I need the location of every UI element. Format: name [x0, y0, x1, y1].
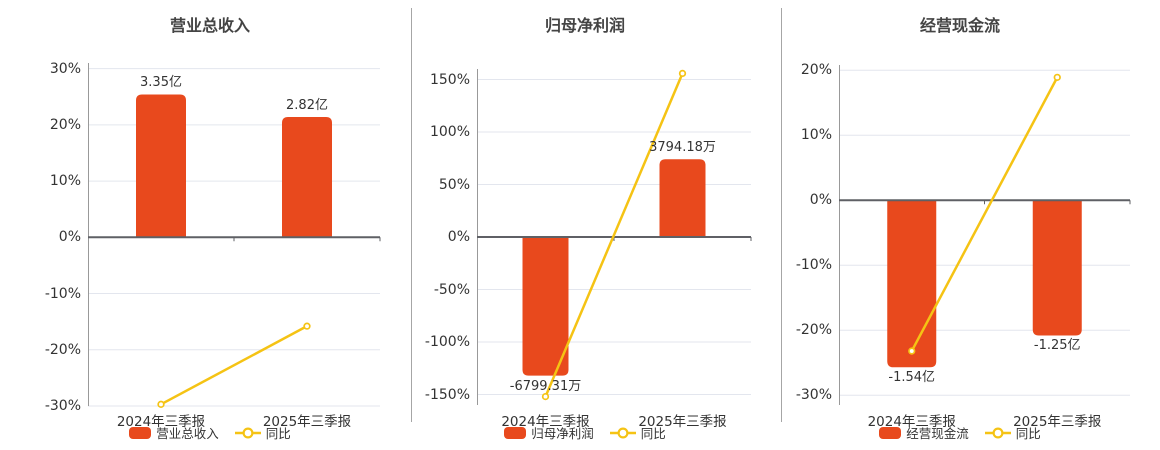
- bar[interactable]: [1032, 200, 1082, 336]
- bar[interactable]: [282, 116, 332, 238]
- chart-plot: 30% 20% 10% 0% -10% -20% -30% 3.35亿 2.82亿: [45, 61, 381, 414]
- line-legend-icon[interactable]: [609, 426, 636, 440]
- y-axis-tick-label: -30%: [795, 387, 832, 404]
- line-marker[interactable]: [157, 400, 165, 408]
- chart-title: 营业总收入: [169, 16, 250, 35]
- line-legend-label[interactable]: 同比: [640, 426, 666, 441]
- yoy-line-series[interactable]: [910, 76, 1059, 352]
- panel-revenue: 营业总收入 30% 20% 10% 0% -10% -20% -30% 3.35亿 2.82亿 …: [25, 0, 395, 450]
- legend: 营业总收入 同比: [25, 423, 395, 442]
- chart-canvas: [88, 63, 381, 408]
- x-axis-labels: 2024年三季报 2025年三季报: [839, 410, 1130, 430]
- y-axis-tick-label: -30%: [44, 398, 81, 414]
- line-marker[interactable]: [678, 69, 687, 78]
- x-axis-label: 2025年三季报: [262, 414, 352, 430]
- y-axis-tick-label: 30%: [49, 60, 81, 77]
- line-legend-label[interactable]: 同比: [1015, 426, 1041, 441]
- bar-legend-swatch[interactable]: [879, 426, 902, 439]
- line-legend-icon[interactable]: [984, 426, 1011, 440]
- x-axis-label: 2024年三季报: [116, 414, 206, 430]
- bar[interactable]: [136, 94, 186, 238]
- y-axis-tick-label: 50%: [438, 176, 470, 193]
- line-legend-label[interactable]: 同比: [265, 426, 291, 441]
- x-axis-labels: 2024年三季报 2025年三季报: [477, 410, 751, 430]
- bar-legend-label[interactable]: 营业总收入: [156, 426, 219, 441]
- bar-value-label: 2.82亿: [286, 97, 328, 113]
- chart-canvas: [839, 65, 1131, 405]
- bar[interactable]: [522, 237, 569, 376]
- chart-title: 经营现金流: [919, 16, 1000, 35]
- line-marker[interactable]: [1053, 73, 1061, 82]
- legend: 归母净利润 同比: [400, 423, 770, 442]
- y-axis-tick-label: -20%: [795, 322, 832, 339]
- y-axis-tick-label: 0%: [447, 229, 470, 245]
- bar-legend-label[interactable]: 经营现金流: [906, 426, 969, 441]
- y-axis-tick-label: 0%: [809, 192, 832, 209]
- line-legend-glyph: [234, 426, 261, 439]
- y-axis-tick-label: -50%: [433, 281, 470, 298]
- x-axis-label: 2025年三季报: [638, 414, 727, 430]
- x-axis-label: 2024年三季报: [867, 414, 956, 430]
- y-axis-tick-label: 10%: [800, 127, 832, 144]
- bar-legend-swatch[interactable]: [129, 426, 152, 439]
- bar-legend-swatch[interactable]: [504, 426, 527, 439]
- bar-value-label: 3.35亿: [140, 75, 182, 91]
- y-axis-tick-label: -10%: [44, 285, 81, 302]
- line-marker[interactable]: [303, 322, 311, 330]
- bar-legend-label[interactable]: 归母净利润: [531, 426, 594, 441]
- y-axis-tick-label: 0%: [58, 229, 81, 246]
- line-marker[interactable]: [541, 392, 550, 401]
- chart-canvas: [477, 69, 752, 405]
- yoy-line-series[interactable]: [544, 72, 684, 398]
- chart-plot: 150% 100% 50% 0% -50% -100% -150% -6799.31万 3794…: [425, 69, 752, 405]
- panel-cash-flow: 经营现金流 20% 10% 0% -10% -20% -30% -1.54亿 -1.25亿 2…: [775, 0, 1145, 450]
- line-legend-glyph: [984, 426, 1011, 439]
- bar-value-label: -6799.31万: [509, 378, 582, 394]
- y-axis-tick-label: 20%: [800, 62, 832, 79]
- y-axis-tick-label: 10%: [49, 173, 81, 190]
- x-axis-label: 2025年三季报: [1013, 414, 1102, 430]
- bar-value-label: -1.54亿: [888, 370, 936, 386]
- bar-value-label: -1.25亿: [1033, 338, 1081, 354]
- panel-divider: [781, 8, 782, 422]
- y-axis-tick-label: -150%: [424, 386, 470, 403]
- bar[interactable]: [887, 200, 937, 368]
- y-axis-tick-label: 20%: [49, 116, 81, 133]
- chart-title: 归母净利润: [544, 16, 625, 35]
- line-legend-glyph: [609, 426, 636, 439]
- line-marker[interactable]: [908, 347, 916, 355]
- legend: 经营现金流 同比: [775, 423, 1145, 442]
- y-axis-tick-label: -20%: [44, 341, 81, 358]
- bar-value-label: 3794.18万: [649, 140, 716, 156]
- panel-net-profit: 归母净利润 150% 100% 50% 0% -50% -100% -150% -6799.3…: [400, 0, 770, 450]
- yoy-line-series[interactable]: [160, 325, 308, 406]
- chart-plot: 20% 10% 0% -10% -20% -30% -1.54亿 -1.25亿: [796, 62, 1131, 405]
- bar[interactable]: [659, 159, 706, 237]
- y-axis-tick-label: 100%: [429, 124, 470, 140]
- x-axis-labels: 2024年三季报 2025年三季报: [88, 410, 380, 430]
- y-axis-tick-label: -100%: [424, 334, 470, 350]
- y-axis-tick-label: -10%: [795, 257, 832, 274]
- x-axis-label: 2024年三季报: [501, 414, 590, 430]
- y-axis-tick-label: 150%: [429, 71, 470, 88]
- line-legend-icon[interactable]: [234, 426, 261, 440]
- panel-divider: [411, 8, 412, 422]
